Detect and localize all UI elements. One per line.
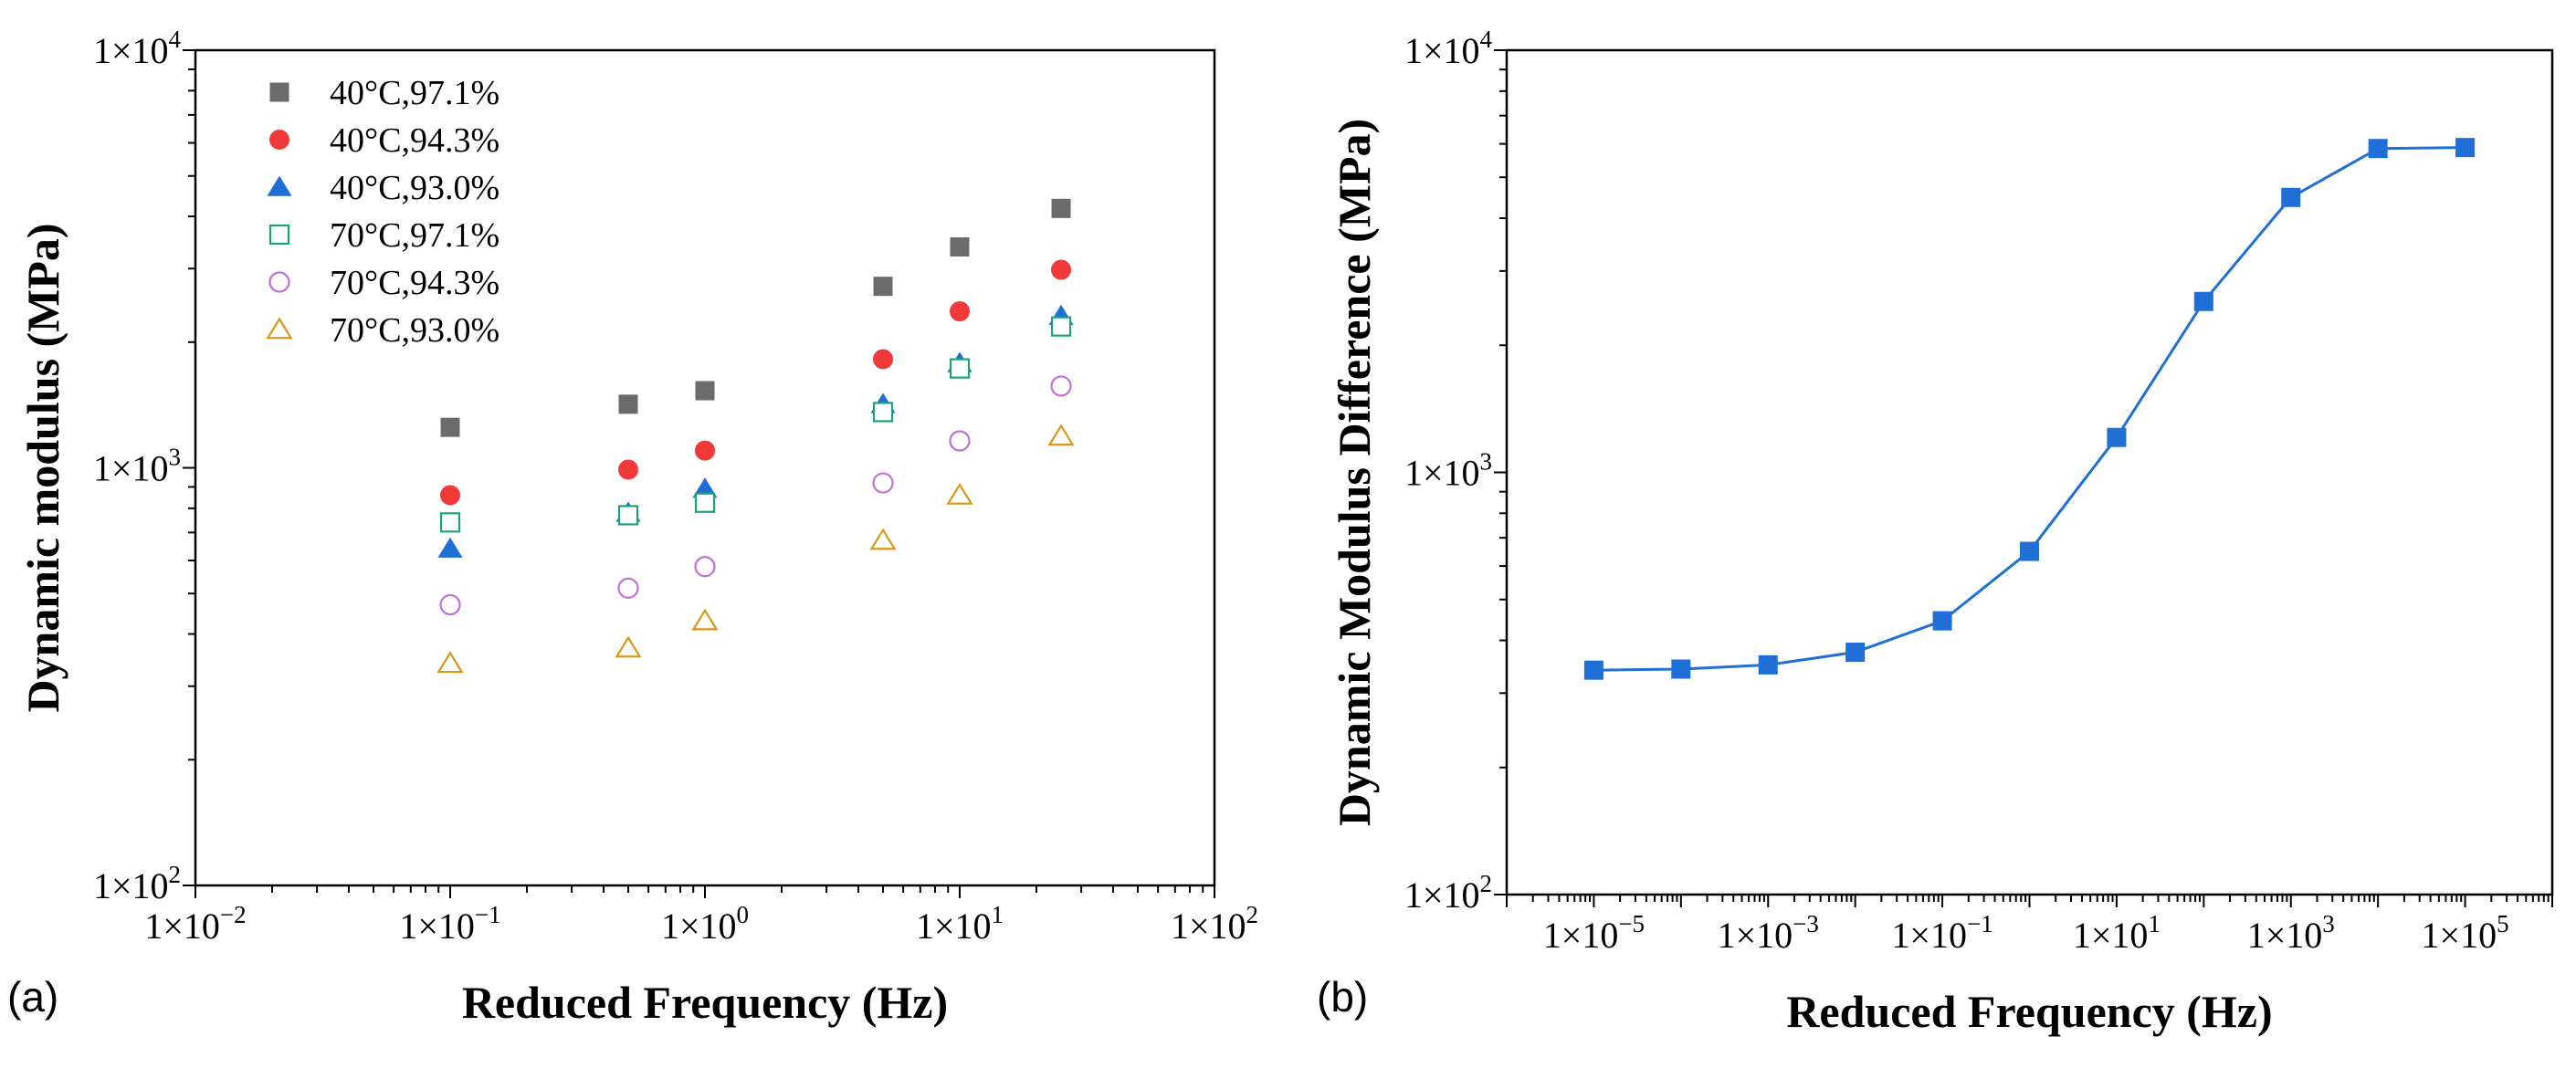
x-tick-label: 1×100 xyxy=(661,901,749,947)
x-tick-label: 1×101 xyxy=(916,901,1004,947)
data-point xyxy=(2020,541,2039,561)
y-tick-label: 1×102 xyxy=(1404,870,1492,916)
series-line xyxy=(1593,146,2466,672)
data-point xyxy=(1050,316,1072,337)
data-point xyxy=(2107,427,2127,447)
y-tick-label: 1×103 xyxy=(93,444,181,489)
legend-label: 40°C,94.3% xyxy=(330,121,499,160)
data-point xyxy=(1671,659,1691,679)
data-point xyxy=(617,505,639,526)
panel-label-b: (b) xyxy=(1317,973,1368,1021)
data-point xyxy=(618,459,639,480)
x-tick-label: 1×10−1 xyxy=(1891,910,1992,956)
data-point xyxy=(615,635,642,658)
y-axis-title: Dynamic modulus (MPa) xyxy=(17,223,68,712)
data-point xyxy=(440,417,460,437)
data-point xyxy=(439,512,461,533)
data-point xyxy=(1583,660,1603,680)
chart-panel-b: 1×10−5 1×10−3 1×10−1 1×101 1×103 1×105 1×102 1×… xyxy=(1329,26,2554,1037)
plot-frame xyxy=(1505,48,2554,896)
data-point xyxy=(618,394,638,414)
x-tick-label: 1×103 xyxy=(2247,910,2335,956)
y-tick-label: 1×104 xyxy=(1404,26,1493,71)
data-point xyxy=(949,430,971,452)
data-point xyxy=(2368,139,2388,159)
data-point xyxy=(2193,291,2213,311)
data-point xyxy=(1051,259,1072,280)
data-point xyxy=(873,277,893,297)
data-point xyxy=(691,608,719,631)
x-tick-label: 1×10−1 xyxy=(399,901,500,947)
y-tick-label: 1×102 xyxy=(93,861,181,906)
data-point xyxy=(872,472,894,494)
x-axis-title: Reduced Frequency (Hz) xyxy=(462,977,948,1028)
data-point xyxy=(436,651,464,674)
data-point xyxy=(949,358,971,379)
data-point xyxy=(617,577,639,599)
x-tick-label: 1×10−5 xyxy=(1543,910,1645,956)
x-axis-title: Reduced Frequency (Hz) xyxy=(1786,986,2272,1037)
legend-marker xyxy=(269,130,289,150)
legend-marker xyxy=(269,82,289,102)
data-point xyxy=(1932,611,1952,631)
data-point xyxy=(869,528,897,550)
legend-marker xyxy=(268,271,290,293)
data-point xyxy=(946,482,973,505)
y-tick-label: 1×104 xyxy=(93,26,182,71)
data-point xyxy=(1845,643,1866,663)
panel-label-a: (a) xyxy=(7,973,58,1021)
legend-label: 40°C,97.1% xyxy=(330,74,499,112)
data-point xyxy=(872,402,894,423)
data-point xyxy=(950,301,970,322)
y-axis-title: Dynamic Modulus Difference (MPa) xyxy=(1329,119,1380,826)
legend-marker xyxy=(266,317,293,340)
data-point xyxy=(694,556,716,578)
x-tick-label: 1×105 xyxy=(2422,910,2509,956)
x-tick-label: 1×102 xyxy=(1171,901,1258,947)
x-tick-label: 1×10−2 xyxy=(144,901,246,947)
data-point xyxy=(695,440,715,461)
x-tick-label: 1×101 xyxy=(2073,910,2161,956)
legend-label: 70°C,97.1% xyxy=(330,216,499,255)
legend-label: 40°C,93.0% xyxy=(330,169,499,207)
x-tick-label: 1×10−3 xyxy=(1718,910,1819,956)
data-point xyxy=(1051,198,1071,218)
legend-marker xyxy=(268,224,290,246)
legend-label: 70°C,94.3% xyxy=(330,264,499,302)
chart-panel-a: 1×10−2 1×10−1 1×100 1×101 1×102 1×102 1×103 1×1… xyxy=(17,26,1258,1028)
data-point xyxy=(1047,424,1075,446)
data-point xyxy=(950,237,970,257)
data-point xyxy=(1758,654,1778,675)
data-point xyxy=(1050,375,1072,397)
data-point xyxy=(2455,138,2476,158)
data-point xyxy=(2281,187,2301,207)
data-point xyxy=(440,485,460,506)
legend-marker xyxy=(267,175,292,196)
data-point xyxy=(437,537,463,558)
y-tick-label: 1×103 xyxy=(1404,448,1492,494)
data-point xyxy=(694,492,716,513)
legend-label: 70°C,93.0% xyxy=(330,311,499,350)
data-point xyxy=(695,381,715,401)
data-point xyxy=(439,593,461,616)
data-point xyxy=(873,349,894,370)
